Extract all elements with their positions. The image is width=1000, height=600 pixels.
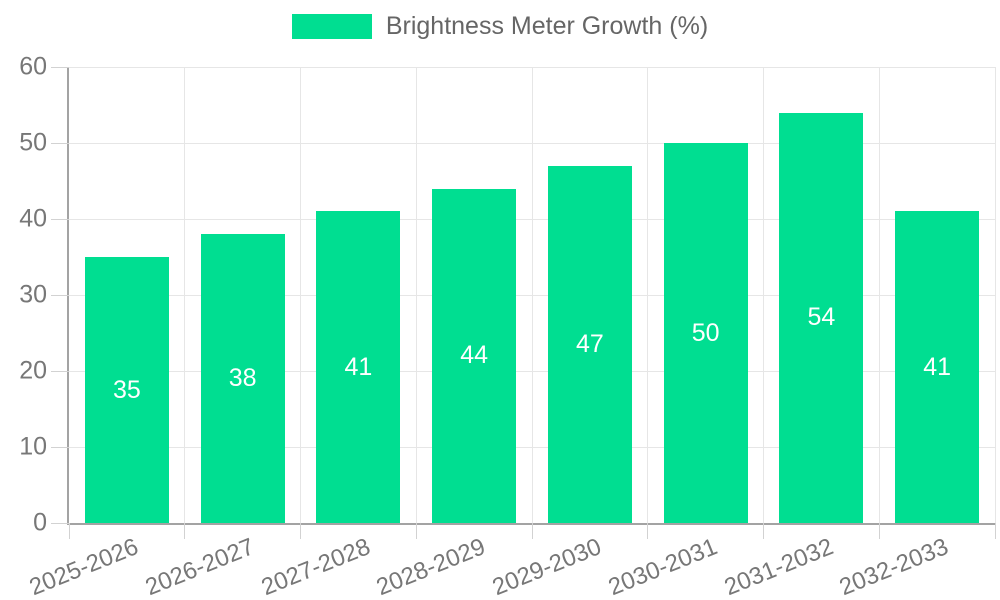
bar-value-label: 47 [575, 329, 604, 358]
legend: Brightness Meter Growth (%) [0, 14, 1000, 39]
y-axis-tick [51, 218, 69, 220]
x-axis-tick [69, 523, 70, 539]
bar[interactable]: 41 [316, 211, 401, 523]
bar-value-label: 41 [923, 352, 952, 381]
x-gridline [415, 67, 417, 523]
x-gridline [647, 67, 649, 523]
legend-swatch-icon [291, 14, 372, 39]
bar-value-label: 38 [228, 364, 257, 393]
y-axis-tick [51, 370, 69, 372]
y-axis-tick [51, 446, 69, 448]
bar-value-label: 35 [112, 375, 141, 404]
bar[interactable]: 38 [200, 234, 285, 523]
bar-value-label: 41 [344, 352, 373, 381]
y-axis-tick [51, 522, 69, 524]
x-axis-tick [994, 523, 996, 539]
bar-value-label: 50 [691, 318, 720, 347]
x-axis-tick [878, 523, 880, 539]
x-gridline [763, 67, 764, 523]
bar-value-label: 54 [807, 303, 836, 332]
y-axis-tick-label: 0 [33, 508, 47, 537]
y-axis-tick [51, 294, 69, 296]
bar-value-label: 44 [460, 341, 489, 370]
x-axis-category-label: 2028-2029 [372, 533, 490, 600]
x-axis-tick [415, 523, 417, 539]
bar[interactable]: 35 [84, 257, 169, 523]
legend-item[interactable]: Brightness Meter Growth (%) [291, 12, 709, 40]
y-axis-tick [51, 66, 69, 68]
x-gridline [184, 67, 186, 523]
y-axis-tick-label: 20 [19, 356, 47, 385]
x-axis-category-label: 2030-2031 [604, 533, 721, 600]
x-gridline [531, 67, 533, 523]
y-axis-tick-label: 10 [19, 432, 47, 461]
x-axis-tick [184, 523, 186, 539]
bar[interactable]: 41 [895, 211, 980, 523]
x-axis-category-label: 2032-2033 [835, 533, 953, 600]
x-axis-category-label: 2027-2028 [257, 533, 374, 600]
bar[interactable]: 44 [432, 188, 517, 523]
y-axis-tick-label: 60 [19, 52, 47, 81]
x-axis-category-label: 2029-2030 [488, 533, 606, 600]
x-gridline [300, 67, 301, 523]
x-axis-tick [531, 523, 533, 539]
y-axis-tick-label: 40 [19, 204, 47, 233]
y-axis-tick-label: 50 [19, 128, 47, 157]
x-axis-tick [300, 523, 301, 539]
x-gridline [994, 67, 996, 523]
x-axis-tick [647, 523, 649, 539]
legend-label: Brightness Meter Growth (%) [385, 12, 709, 40]
x-axis-tick [763, 523, 764, 539]
x-axis-category-label: 2031-2032 [720, 533, 837, 600]
bar[interactable]: 54 [779, 112, 864, 523]
x-axis-category-label: 2026-2027 [141, 533, 258, 600]
bar[interactable]: 50 [663, 143, 748, 523]
plot-area: 0 10 20 30 40 50 60 35 2025-2026 38 2026-2027 41 202… [19, 54, 996, 600]
bar[interactable]: 47 [547, 165, 632, 523]
y-axis-tick [51, 142, 69, 144]
x-axis-category-label: 2025-2026 [25, 533, 143, 600]
x-gridline [878, 67, 880, 523]
y-axis-tick-label: 30 [19, 280, 47, 309]
